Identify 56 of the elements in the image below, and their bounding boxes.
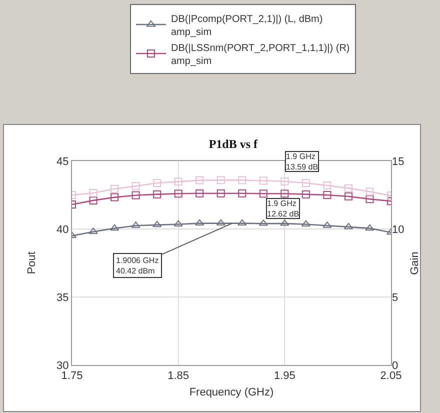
point (344, 184, 352, 192)
point (89, 196, 98, 204)
point (344, 192, 352, 200)
point (195, 219, 204, 226)
y2-tick-label: 15 (392, 156, 404, 168)
y-axis-title: Pout (26, 252, 38, 274)
point (366, 195, 374, 204)
point (323, 181, 332, 190)
x-tick-label: 1.85 (168, 370, 190, 382)
point (152, 220, 162, 228)
point (302, 179, 310, 188)
point (89, 188, 98, 197)
point (323, 191, 332, 199)
point (280, 177, 289, 186)
point (216, 219, 226, 226)
y-tick-label: 35 (56, 292, 69, 304)
y-tick-label: 45 (56, 156, 69, 168)
point (366, 188, 374, 196)
annotation: 1.9006 GHz 40.42 dBm (116, 256, 159, 276)
point (110, 193, 119, 202)
point (110, 184, 119, 193)
legend-label: DB(|LSSnm(PORT_2,PORT_1,1,1)|) (R) amp_sim (171, 42, 350, 67)
point (216, 189, 225, 198)
point (110, 224, 120, 231)
point (174, 190, 182, 198)
point (302, 190, 310, 198)
point (259, 190, 268, 198)
point (132, 182, 140, 190)
point (238, 189, 246, 198)
annotation: 1.9 GHz 12.62 dB (267, 199, 300, 218)
point (132, 191, 140, 200)
y-tick-label: 30 (56, 360, 69, 372)
x-tick-label: 1.75 (61, 370, 83, 382)
point (344, 222, 354, 230)
x-tick-label: 1.95 (274, 370, 296, 382)
point (153, 190, 162, 198)
y2-tick-label: 10 (392, 224, 404, 236)
y2-tick-label: 5 (392, 292, 398, 304)
point (280, 190, 289, 198)
point (196, 189, 204, 198)
y2-tick-label: 0 (392, 360, 398, 372)
x-axis-title: Frequency (GHz) (189, 386, 274, 398)
point (365, 224, 374, 231)
point (238, 176, 246, 184)
y-tick-label: 40 (56, 224, 69, 236)
point (238, 219, 247, 226)
point (196, 176, 204, 184)
point (153, 179, 162, 188)
point (174, 178, 182, 186)
point (259, 176, 268, 185)
legend-label: DB(|Pcomp(PORT_2,1)|) (L, dBm) amp_sim (171, 14, 323, 38)
annotation: 1.9 GHz 13.59 dB (286, 152, 318, 172)
point (216, 176, 225, 184)
y2-axis-title: Gain (408, 252, 421, 275)
x-tick-label: 2.05 (380, 370, 402, 382)
chart-title: P1dB vs f (208, 137, 259, 152)
